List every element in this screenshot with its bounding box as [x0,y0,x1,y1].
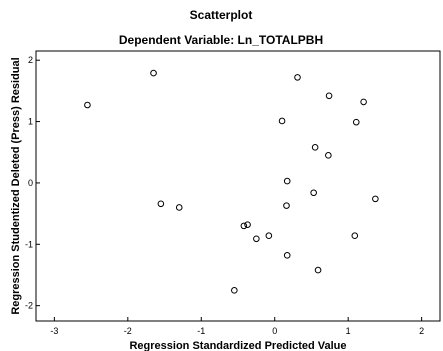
data-point [175,204,183,211]
data-point [150,69,157,77]
data-point [314,266,322,274]
data-point [278,117,286,125]
data-point [325,152,332,159]
y-axis-label: Regression Studentized Deleted (Press) R… [10,57,22,314]
x-axis-label: Regression Standardized Predicted Value [129,340,346,351]
data-point [84,101,91,109]
data-point [231,287,238,294]
data-point [310,189,317,197]
x-tick-label: 1 [346,326,351,336]
data-point [294,74,301,81]
x-tick-label: -1 [197,326,205,336]
y-tick-label: -1 [25,239,33,249]
y-tick-label: 1 [28,117,33,127]
x-tick-label: -3 [50,326,58,336]
data-point [311,144,319,151]
scatter-points [84,69,379,294]
data-point [352,118,360,126]
plot-area [35,50,441,322]
data-point [240,222,248,230]
y-tick-label: 2 [28,55,33,65]
y-axis: -2 -1 0 1 2 [25,55,40,311]
data-point [157,200,165,208]
y-tick-label: -2 [25,301,33,311]
chart-title: Scatterplot [190,8,253,22]
data-point [283,202,290,209]
data-point [253,235,260,243]
data-point [244,221,251,228]
chart-subtitle: Dependent Variable: Ln_TOTALPBH [119,33,323,47]
data-point [283,177,291,185]
data-point [360,98,367,106]
x-tick-label: -2 [124,326,132,336]
x-tick-label: 0 [272,326,277,336]
data-point [325,92,333,100]
y-tick-label: 0 [28,178,33,188]
data-point [372,195,379,203]
x-tick-label: 2 [419,326,424,336]
data-point [265,232,273,240]
x-axis: -3 -2 -1 0 1 2 [50,317,424,336]
data-point [283,252,291,259]
data-point [351,232,359,240]
